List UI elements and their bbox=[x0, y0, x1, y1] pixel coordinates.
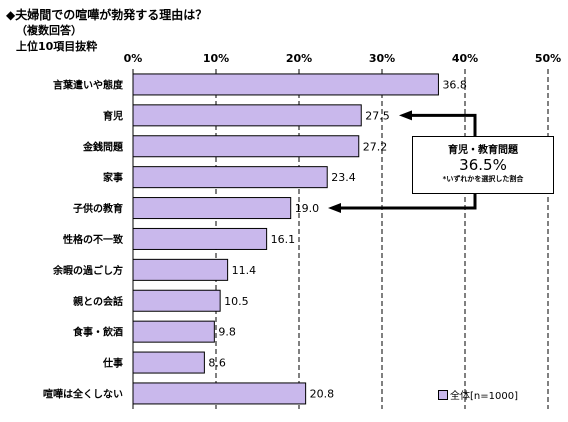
x-tick-label: 40% bbox=[452, 52, 478, 65]
category-label: 金銭問題 bbox=[82, 140, 124, 153]
x-tick-label: 50% bbox=[535, 52, 561, 65]
bar bbox=[132, 104, 362, 127]
value-label: 16.1 bbox=[271, 233, 296, 246]
chart-caption: 上位10項目抜粋 bbox=[16, 40, 98, 53]
category-label: 家事 bbox=[103, 171, 123, 184]
bar bbox=[132, 227, 268, 250]
value-label: 19.0 bbox=[295, 202, 320, 215]
x-tick-label: 0% bbox=[124, 52, 143, 65]
bar bbox=[132, 197, 292, 220]
legend-label: 全体[n=1000] bbox=[450, 391, 518, 402]
value-label: 27.5 bbox=[365, 109, 390, 122]
value-label: 11.4 bbox=[232, 264, 257, 277]
category-label: 育児 bbox=[103, 109, 123, 122]
category-label: 性格の不一致 bbox=[62, 233, 124, 246]
value-label: 9.8 bbox=[218, 326, 236, 339]
bar bbox=[132, 320, 215, 343]
category-label: 余暇の過ごし方 bbox=[52, 264, 123, 277]
legend: 全体[n=1000] bbox=[438, 387, 518, 402]
category-label: 言葉遣いや態度 bbox=[53, 78, 124, 91]
bar bbox=[132, 135, 360, 158]
value-label: 20.8 bbox=[310, 387, 335, 400]
value-label: 10.5 bbox=[224, 295, 249, 308]
bar bbox=[132, 73, 439, 96]
bar bbox=[132, 382, 307, 405]
legend-swatch bbox=[438, 389, 448, 400]
category-label: 仕事 bbox=[102, 357, 123, 370]
connector-line bbox=[340, 192, 477, 210]
value-label: 23.4 bbox=[331, 171, 356, 184]
category-label: 喧嘩は全くしない bbox=[43, 387, 123, 400]
value-label: 27.2 bbox=[363, 140, 388, 153]
arrow-head bbox=[399, 110, 412, 121]
callout-box: 育児・教育問題 36.5% *いずれかを選択した割合 bbox=[412, 136, 554, 194]
category-label: 食事・飲酒 bbox=[72, 326, 123, 339]
arrow-head bbox=[328, 203, 341, 214]
x-tick-label: 20% bbox=[286, 52, 312, 65]
chart-title: ◆夫婦間での喧嘩が勃発する理由は？ bbox=[6, 8, 208, 22]
category-label: 子供の教育 bbox=[73, 202, 123, 215]
bar bbox=[132, 166, 328, 189]
bar bbox=[132, 289, 221, 312]
callout-value: 36.5% bbox=[459, 156, 507, 174]
value-label: 36.8 bbox=[442, 78, 467, 91]
chart-subtitle: （複数回答） bbox=[16, 24, 82, 37]
callout-note: *いずれかを選択した割合 bbox=[442, 175, 524, 183]
callout-title: 育児・教育問題 bbox=[448, 145, 518, 156]
connector-line bbox=[412, 113, 477, 136]
bar bbox=[132, 351, 205, 374]
x-tick-label: 30% bbox=[369, 52, 395, 65]
x-tick-label: 10% bbox=[203, 52, 229, 65]
bar bbox=[132, 258, 229, 281]
category-label: 親との会話 bbox=[73, 295, 123, 308]
value-label: 8.6 bbox=[208, 357, 226, 370]
